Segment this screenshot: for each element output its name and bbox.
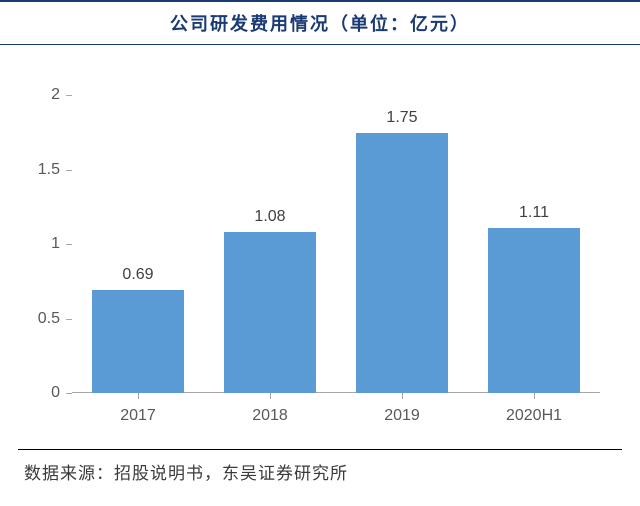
y-tick-label: 1 <box>51 235 72 253</box>
bar-value-label: 0.69 <box>122 266 153 284</box>
bar <box>224 232 316 393</box>
bar <box>356 133 448 393</box>
plot-area: 00.511.52 0.6920171.0820181.7520191.1120… <box>72 73 600 393</box>
bar <box>92 290 184 393</box>
x-tick-label: 2017 <box>120 407 156 425</box>
bars-group: 0.6920171.0820181.7520191.112020H1 <box>72 73 600 393</box>
x-tick-label: 2020H1 <box>506 407 562 425</box>
footer-rule <box>18 449 622 450</box>
bar-value-label: 1.75 <box>386 109 417 127</box>
chart-container: 公司研发费用情况（单位：亿元） 00.511.52 0.6920171.0820… <box>0 0 640 506</box>
x-tick <box>402 393 403 399</box>
bar-slot: 1.082018 <box>204 73 336 393</box>
x-tick <box>138 393 139 399</box>
bar-slot: 1.112020H1 <box>468 73 600 393</box>
y-tick-label: 1.5 <box>38 161 72 179</box>
bar-value-label: 1.08 <box>254 208 285 226</box>
y-tick-label: 0.5 <box>38 310 72 328</box>
chart-title: 公司研发费用情况（单位：亿元） <box>170 14 470 34</box>
x-tick <box>534 393 535 399</box>
source-text: 数据来源：招股说明书，东吴证券研究所 <box>24 459 348 484</box>
bar-slot: 0.692017 <box>72 73 204 393</box>
title-bar: 公司研发费用情况（单位：亿元） <box>0 0 640 45</box>
bar-value-label: 1.11 <box>519 204 549 222</box>
x-tick-label: 2018 <box>252 407 288 425</box>
bar-slot: 1.752019 <box>336 73 468 393</box>
x-tick-label: 2019 <box>384 407 420 425</box>
y-tick-label: 0 <box>51 384 72 402</box>
bar <box>488 228 580 393</box>
x-tick <box>270 393 271 399</box>
y-tick-label: 2 <box>51 86 72 104</box>
